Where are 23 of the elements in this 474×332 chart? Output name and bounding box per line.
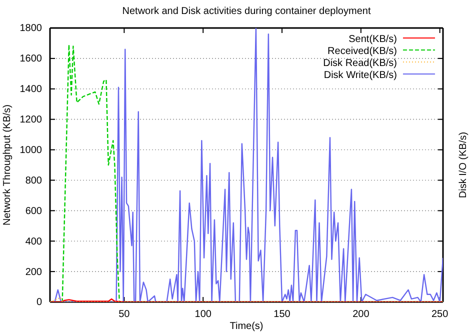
- y-tick-label: 1800: [20, 23, 42, 34]
- x-tick-label: 200: [352, 309, 370, 320]
- chart-title: Network and Disk activities during container deployment: [122, 6, 371, 17]
- legend-label: Sent(KB/s): [348, 34, 397, 45]
- legend-label: Disk Read(KB/s): [323, 58, 397, 69]
- x-axis-title: Time(s): [230, 321, 264, 332]
- x-tick-label: 100: [194, 309, 212, 320]
- x-tick-label: 150: [274, 309, 291, 320]
- y-tick-label: 0: [36, 297, 42, 308]
- y-tick-label: 200: [25, 266, 42, 278]
- x-tick-label: 50: [118, 309, 130, 320]
- y-tick-label: 1000: [20, 144, 42, 156]
- y2-axis-title: Disk I/O (KB/s): [458, 132, 469, 198]
- y-tick-label: 1400: [20, 84, 42, 96]
- y-tick-label: 800: [25, 175, 42, 186]
- y-tick-label: 400: [25, 236, 42, 248]
- y-tick-label: 600: [25, 206, 42, 217]
- y-tick-label: 1200: [20, 114, 42, 126]
- legend-label: Received(KB/s): [328, 46, 397, 57]
- x-tick-label: 250: [432, 309, 449, 320]
- y-tick-label: 1600: [20, 54, 42, 65]
- legend-label: Disk Write(KB/s): [324, 70, 397, 81]
- y-axis-title: Network Throughput (KB/s): [2, 104, 13, 226]
